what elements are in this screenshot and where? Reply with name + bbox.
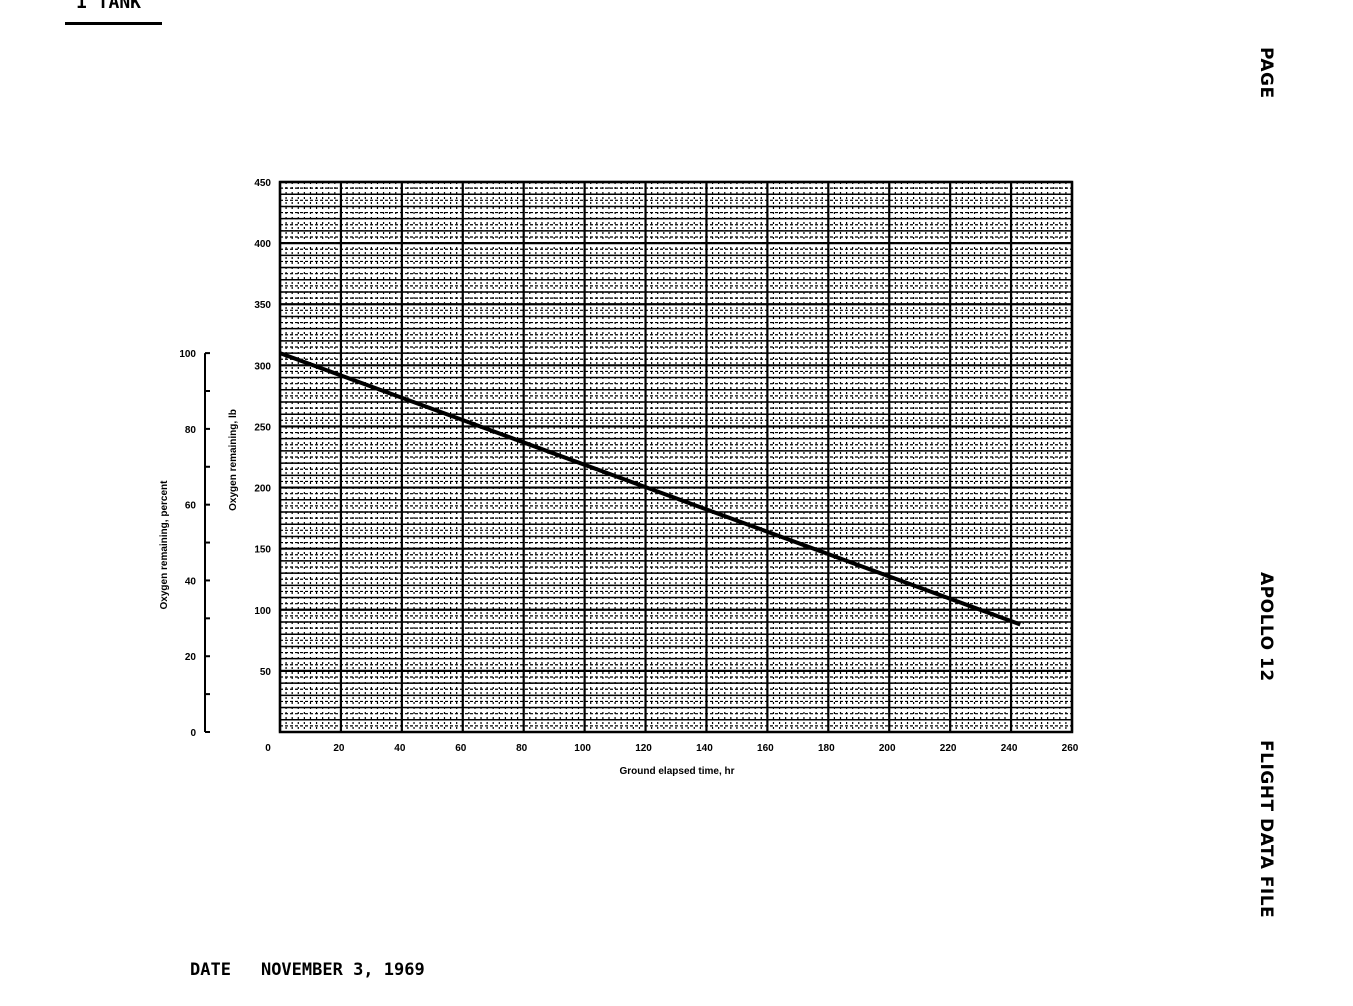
header-underline <box>65 22 162 25</box>
x-tick-label: 140 <box>696 743 713 754</box>
plot-frame <box>278 180 1074 734</box>
oxygen-remaining-line <box>279 351 1021 627</box>
y-tick-label: 450 <box>254 178 271 189</box>
x-tick-label: 260 <box>1062 743 1079 754</box>
y-tick-label: 50 <box>260 667 272 678</box>
y-axis-label: Oxygen remaining, lb <box>228 409 239 511</box>
x-tick-label: 0 <box>265 743 271 754</box>
date-value: NOVEMBER 3, 1969 <box>260 960 425 980</box>
x-tick-label: 60 <box>455 743 467 754</box>
x-tick-label: 160 <box>757 743 774 754</box>
y-tick-label: 100 <box>254 606 271 617</box>
footer-date: DATE NOVEMBER 3, 1969 <box>190 960 455 980</box>
x-axis-label: Ground elapsed time, hr <box>619 766 734 777</box>
x-tick-label: 40 <box>394 743 406 754</box>
y-tick-label: 200 <box>254 484 271 495</box>
y-secondary-tick-label: 0 <box>190 728 196 739</box>
x-tick-label: 100 <box>574 743 591 754</box>
x-tick-label: 180 <box>818 743 835 754</box>
x-tick-label: 240 <box>1001 743 1018 754</box>
y-axis-secondary-label: Oxygen remaining, percent <box>159 480 170 610</box>
y-tick-label: 300 <box>254 361 271 372</box>
y-secondary-tick-label: 100 <box>179 349 196 360</box>
y-tick-label: 250 <box>254 422 271 433</box>
axes: 0 20 40 60 80 100 120 140 160 180 200 220 240 2605010… <box>179 178 1078 754</box>
x-tick-label: 80 <box>516 743 528 754</box>
date-label: DATE <box>190 960 231 980</box>
y-tick-label: 400 <box>254 239 271 250</box>
x-tick-label: 200 <box>879 743 896 754</box>
grid <box>278 180 1074 734</box>
series <box>279 351 1021 627</box>
header-label: 1 TANK <box>76 0 142 13</box>
x-tick-label: 20 <box>333 743 345 754</box>
y-secondary-tick-label: 80 <box>185 425 197 436</box>
y-secondary-tick-label: 60 <box>185 501 197 512</box>
y-secondary-tick-label: 40 <box>185 576 197 587</box>
x-tick-label: 220 <box>940 743 957 754</box>
y-tick-label: 350 <box>254 300 271 311</box>
y-secondary-tick-label: 20 <box>185 652 197 663</box>
x-tick-label: 120 <box>635 743 652 754</box>
y-tick-label: 150 <box>254 545 271 556</box>
